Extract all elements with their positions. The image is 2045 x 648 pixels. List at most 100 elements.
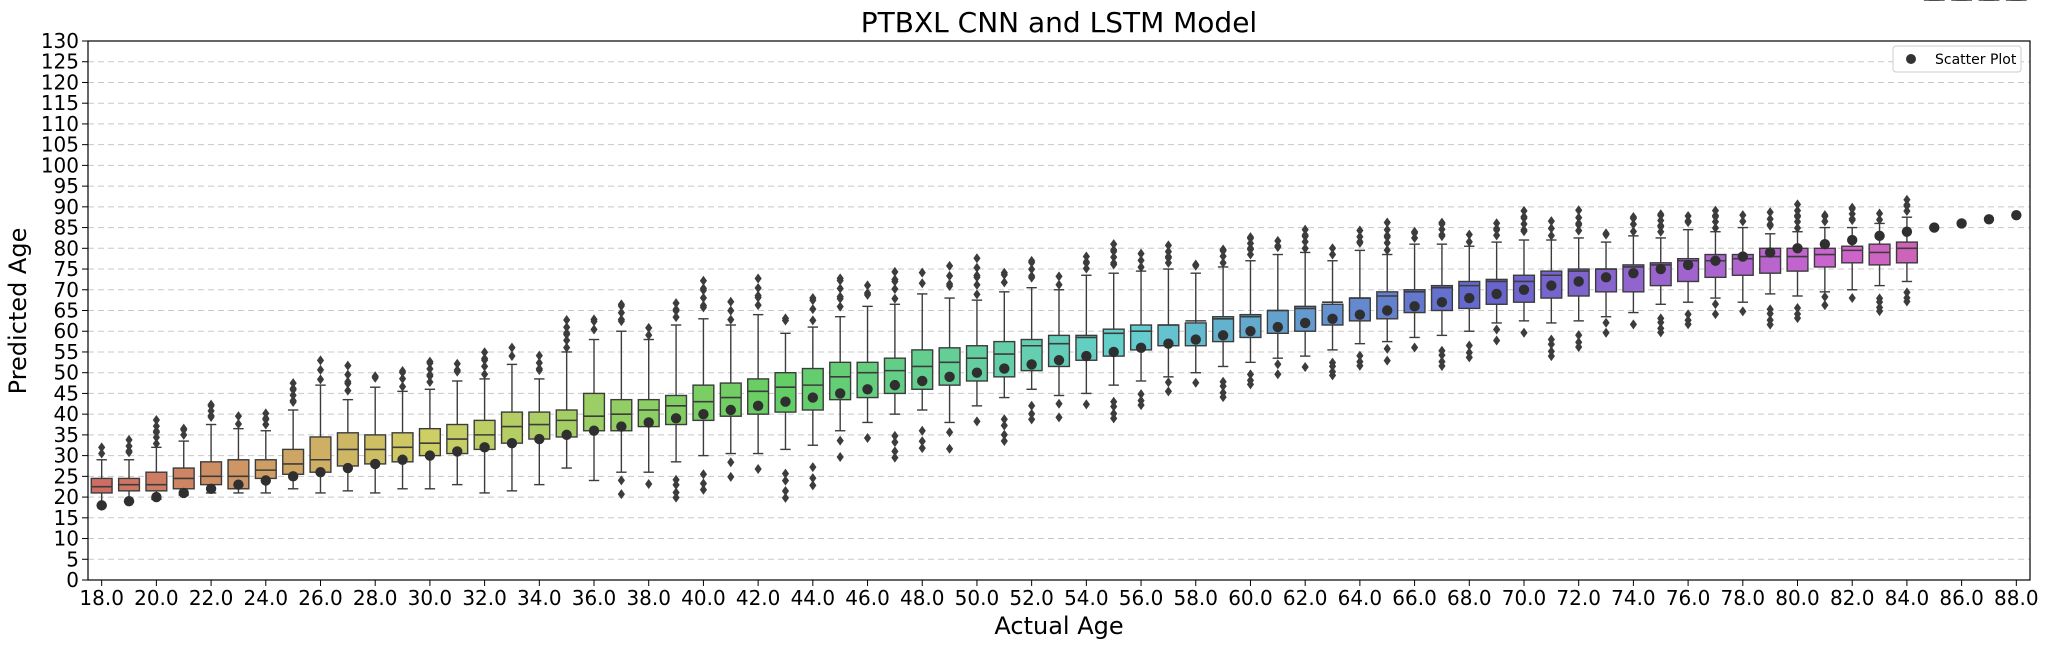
box-25 xyxy=(282,409,305,490)
box-45 xyxy=(829,316,852,432)
outlier-marker xyxy=(316,374,325,385)
outlier-marker xyxy=(727,457,735,468)
scatter-point xyxy=(999,363,1010,374)
x-tick-label: 68.0 xyxy=(1447,586,1492,610)
outlier-marker xyxy=(508,351,516,362)
outlier-marker xyxy=(809,480,817,491)
outlier-marker xyxy=(781,315,790,326)
y-axis-label: Predicted Age xyxy=(4,228,32,395)
outlier-marker xyxy=(1301,224,1309,235)
outlier-marker xyxy=(152,427,160,438)
outlier-marker xyxy=(426,363,434,374)
y-tick-label: 15 xyxy=(54,506,79,530)
outlier-marker xyxy=(1301,362,1309,373)
y-tick-label: 105 xyxy=(41,133,79,157)
box-iqr xyxy=(774,371,797,413)
scatter-point xyxy=(1409,301,1420,312)
outlier-marker xyxy=(1438,350,1446,361)
box-24 xyxy=(254,430,277,494)
scatter-point xyxy=(1327,313,1338,324)
legend: Scatter Plot xyxy=(1892,45,2022,73)
outlier-marker xyxy=(1766,308,1774,319)
outlier-marker xyxy=(481,369,489,380)
scatter-point xyxy=(506,437,518,449)
scatter-point xyxy=(725,404,736,416)
outlier-marker xyxy=(727,314,735,325)
outlier-markers xyxy=(98,194,1911,503)
outlier-marker xyxy=(1520,226,1528,237)
outlier-marker xyxy=(1055,412,1063,423)
outlier-marker xyxy=(672,487,680,498)
outlier-marker xyxy=(1493,230,1501,241)
box-iqr xyxy=(856,361,879,399)
outlier-marker xyxy=(1383,355,1391,366)
outlier-marker xyxy=(1028,264,1036,275)
x-tick-label: 58.0 xyxy=(1173,586,1218,610)
outlier-marker xyxy=(1520,219,1528,230)
outlier-marker xyxy=(945,260,954,271)
box-iqr xyxy=(883,357,906,395)
outlier-marker xyxy=(781,475,790,486)
outlier-marker xyxy=(1055,271,1063,282)
outlier-marker xyxy=(945,427,954,438)
outlier-marker xyxy=(727,471,735,482)
x-tick-label: 36.0 xyxy=(572,586,617,610)
outlier-marker xyxy=(1903,201,1911,212)
outlier-marker xyxy=(1438,231,1446,242)
outlier-marker xyxy=(1629,226,1637,237)
outlier-marker xyxy=(754,273,762,284)
y-tick-label: 120 xyxy=(41,70,79,94)
x-axis: 18.0 20.0 22.0 24.0 26.0 28.0 30.0 32.0 34.0 36.0… xyxy=(79,580,2039,610)
outlier-marker xyxy=(207,400,215,411)
x-tick-label: 22.0 xyxy=(189,586,234,610)
scatter-point xyxy=(1710,255,1721,266)
outlier-marker xyxy=(1028,257,1036,268)
scatter-point xyxy=(588,425,600,436)
outlier-marker xyxy=(481,361,489,372)
scatter-point xyxy=(2011,209,2022,221)
y-tick-label: 35 xyxy=(54,423,79,447)
outlier-marker xyxy=(1657,327,1665,338)
x-tick-label: 66.0 xyxy=(1392,586,1437,610)
outlier-marker xyxy=(973,279,981,290)
box-54 xyxy=(1075,274,1098,395)
outlier-marker xyxy=(1000,269,1008,280)
outlier-marker xyxy=(1657,221,1665,232)
outlier-marker xyxy=(1711,205,1720,216)
outlier-marker xyxy=(617,307,625,318)
box-53 xyxy=(1047,289,1071,397)
outlier-marker xyxy=(863,289,872,300)
outlier-marker xyxy=(699,285,708,296)
x-tick-label: 32.0 xyxy=(462,586,507,610)
outlier-marker xyxy=(836,435,844,446)
y-tick-label: 10 xyxy=(54,527,79,551)
outlier-marker xyxy=(836,283,844,294)
outlier-marker xyxy=(617,489,625,500)
outlier-marker xyxy=(1219,381,1227,392)
x-tick-label: 52.0 xyxy=(1009,586,1054,610)
outlier-marker xyxy=(1547,223,1555,234)
outlier-marker xyxy=(617,316,625,327)
outlier-marker xyxy=(426,377,434,388)
outlier-marker xyxy=(891,293,899,304)
x-tick-label: 30.0 xyxy=(408,586,453,610)
outlier-marker xyxy=(1821,291,1829,302)
box-iqr xyxy=(829,361,852,401)
y-tick-label: 130 xyxy=(41,29,79,53)
outlier-marker xyxy=(1629,213,1637,224)
scatter-point xyxy=(424,450,436,461)
outlier-marker xyxy=(809,462,817,473)
scatter-point xyxy=(1682,259,1694,271)
outlier-marker xyxy=(1793,205,1802,216)
outlier-marker xyxy=(1739,210,1747,221)
outlier-marker xyxy=(1356,350,1364,361)
outlier-marker xyxy=(918,425,926,436)
outlier-marker xyxy=(1739,216,1747,227)
outlier-marker xyxy=(426,371,434,382)
scatter-point xyxy=(342,462,354,474)
outlier-marker xyxy=(481,355,489,366)
box-47 xyxy=(883,303,906,415)
outlier-marker xyxy=(1137,400,1145,411)
outlier-marker xyxy=(1000,277,1008,288)
outlier-marker xyxy=(945,270,954,281)
